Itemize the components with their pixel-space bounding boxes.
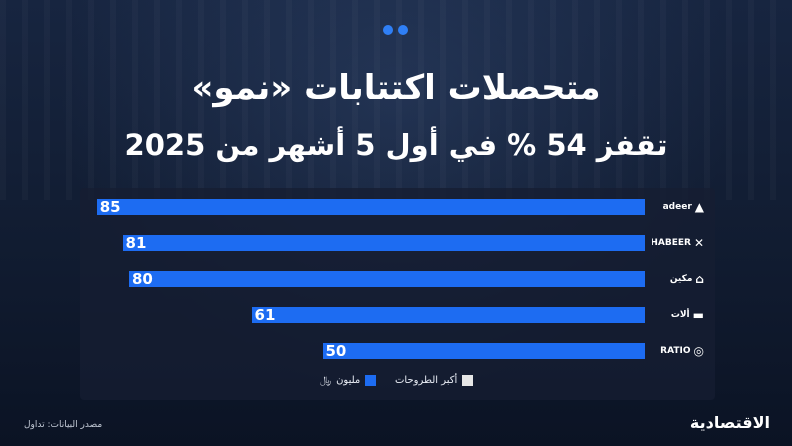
city-skyline-backdrop: [0, 0, 792, 200]
company-name: ألات: [670, 310, 690, 320]
company-name: ALKHABEER: [652, 238, 691, 248]
company-mark-icon: ✕: [693, 236, 704, 250]
company-mark-icon: ▬: [692, 308, 704, 322]
legend-highlight: أكبر الطروحات: [395, 375, 474, 386]
bar-1: [96, 199, 645, 215]
company-mark-icon: ⌂: [695, 272, 704, 286]
company-mark-icon: ◎: [693, 344, 704, 358]
company-name: مكين: [669, 274, 693, 284]
chart-title: متحصلات اكتتابات «نمو»: [191, 68, 601, 108]
bar-value-label: 50: [325, 342, 347, 360]
makeen-logo: مكين ⌂: [652, 269, 704, 289]
bar-5: [322, 343, 645, 359]
company-name: RATIO: [660, 346, 691, 356]
legend-series: مليون ﷼: [320, 375, 377, 386]
riyal-icon: ﷼: [320, 375, 332, 386]
company-mark-icon: ▲: [694, 200, 704, 214]
bar-value-label: 81: [125, 234, 147, 252]
company-name: adeer: [662, 202, 692, 212]
chart-subtitle: تقفز 54 % في أول 5 أشهر من 2025: [124, 128, 668, 162]
dot-right: [398, 25, 408, 35]
dot-left: [383, 25, 393, 35]
alkhabeer-logo: ALKHABEER✕: [652, 233, 704, 253]
brand-dots: [383, 25, 408, 35]
adeer-logo: adeer ▲: [652, 197, 704, 217]
bar-4: [251, 307, 645, 323]
alat-logo: ألات ▬: [652, 305, 704, 325]
bar-3: [129, 271, 645, 287]
bar-value-label: 80: [132, 270, 153, 288]
ratio-logo: RATIO ◎: [652, 341, 704, 361]
legend-series-label: مليون: [336, 375, 361, 386]
legend-highlight-label: أكبر الطروحات: [395, 375, 458, 386]
data-source: مصدر البيانات: تداول: [24, 420, 103, 430]
legend-highlight-swatch: [462, 375, 474, 386]
bar-value-label: 61: [254, 306, 276, 324]
bar-2: [122, 235, 645, 251]
legend-series-swatch: [365, 375, 377, 386]
bar-value-label: 85: [99, 198, 121, 216]
brand-logo: الاقتصادية: [689, 413, 770, 432]
chart-panel: [80, 188, 715, 400]
